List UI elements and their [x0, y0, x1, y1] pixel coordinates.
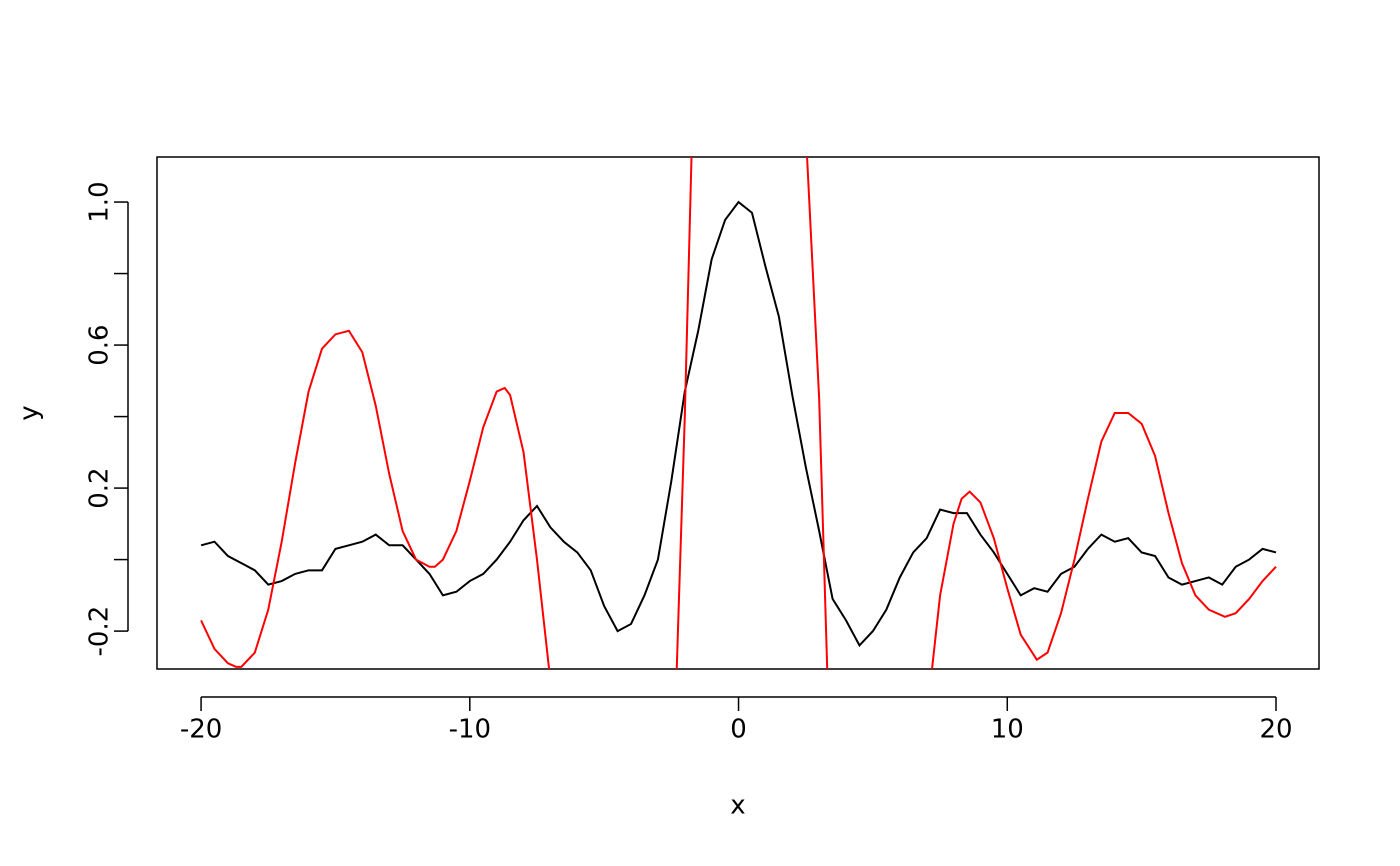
x-tick-label: 0 — [730, 715, 747, 745]
x-tick-label: -20 — [180, 715, 222, 745]
y-axis-label: y — [15, 405, 45, 420]
x-tick-label: 10 — [991, 715, 1024, 745]
y-tick-label: -0.2 — [85, 606, 115, 657]
data-line — [200, 157, 1277, 669]
y-tick-label: 0.6 — [85, 324, 115, 365]
plot-box — [156, 156, 1320, 670]
y-tick-label: 1.0 — [85, 181, 115, 222]
data-line — [200, 200, 1277, 648]
x-tick-label: 20 — [1259, 715, 1292, 745]
x-axis-label: x — [730, 791, 745, 821]
x-tick-label: -10 — [449, 715, 491, 745]
y-tick-label: 0.2 — [85, 467, 115, 508]
